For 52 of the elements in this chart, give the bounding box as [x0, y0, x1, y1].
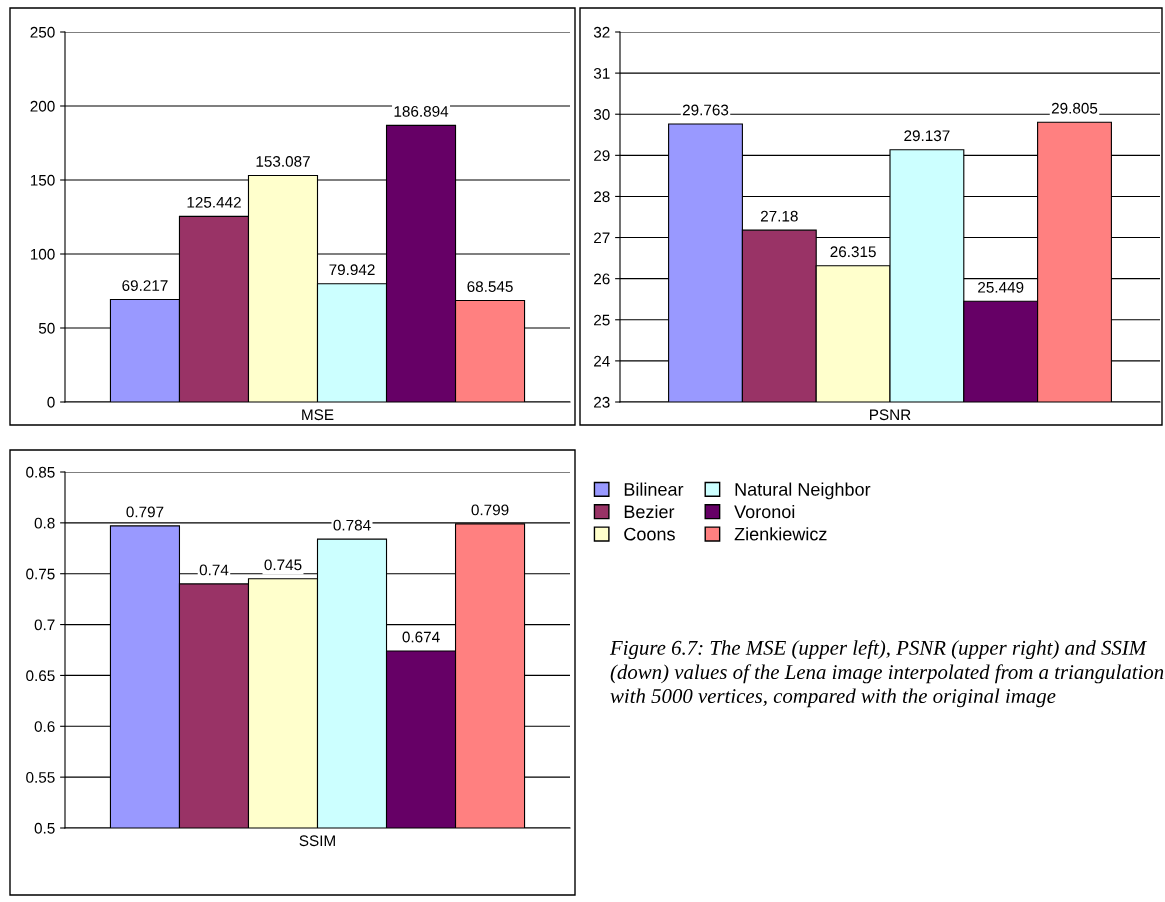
data-label: 27.18 — [760, 210, 798, 222]
data-label: 0.797 — [126, 506, 164, 518]
data-label: 0.674 — [402, 631, 440, 643]
data-label: 25.449 — [978, 281, 1024, 293]
data-label: 186.894 — [394, 106, 449, 117]
y-tick-label: 29 — [594, 150, 610, 162]
y-tick-label: 0.7 — [34, 619, 55, 631]
y-tick-label: 0.65 — [26, 670, 55, 682]
data-label: 26.315 — [830, 246, 876, 258]
y-tick-label: 0.55 — [26, 772, 55, 783]
data-label: 0.74 — [199, 564, 229, 576]
y-tick-label: 28 — [594, 191, 610, 203]
y-tick-label: 50 — [38, 322, 55, 334]
y-tick-label: 0.8 — [34, 517, 55, 529]
y-tick-label: 27 — [594, 232, 610, 244]
y-tick-label: 0.5 — [34, 822, 55, 834]
legend-label: Zienkiewicz — [734, 527, 827, 541]
data-label: 69.217 — [122, 280, 168, 291]
y-tick-label: 0.75 — [26, 568, 55, 580]
caption: Figure 6.7: The MSE (upper left), PSNR (upper right) and SSIM (down) values of the Lena image interpolated from a triangulation with 5000 vertices, compared with the original image — [609, 640, 1164, 708]
y-tick-label: 23 — [594, 396, 610, 408]
data-label: 153.087 — [256, 156, 310, 167]
y-tick-label: 26 — [594, 273, 610, 285]
x-tick-label: PSNR — [870, 409, 911, 421]
data-label: 29.137 — [904, 130, 950, 142]
legend-label: Natural Neighbor — [735, 482, 871, 500]
data-label: 29.763 — [682, 104, 729, 116]
data-label: 29.805 — [1051, 102, 1098, 114]
legend-label: Bezier — [624, 504, 675, 519]
y-tick-label: 32 — [593, 26, 610, 38]
y-tick-label: 200 — [30, 100, 55, 112]
x-tick-label: SSIM — [299, 835, 335, 847]
data-label: 0.745 — [264, 559, 302, 571]
data-label: 0.784 — [333, 519, 371, 531]
x-tick-label: MSE — [302, 409, 334, 421]
y-tick-label: 250 — [30, 26, 55, 38]
y-tick-label: 150 — [30, 174, 55, 186]
legend-label: Bilinear — [624, 482, 684, 496]
data-label: 79.942 — [329, 264, 375, 276]
data-label: 68.545 — [467, 281, 513, 292]
y-tick-label: 100 — [30, 248, 55, 260]
data-label: 125.442 — [187, 196, 241, 208]
y-tick-label: 30 — [593, 109, 610, 120]
y-tick-label: 0.6 — [34, 721, 55, 732]
y-tick-label: 25 — [594, 314, 610, 326]
y-tick-label: 31 — [593, 67, 610, 79]
y-tick-label: 0 — [47, 396, 55, 408]
data-label: 0.799 — [471, 504, 509, 516]
y-tick-label: 24 — [594, 355, 610, 367]
legend-label: Voronoi — [734, 504, 795, 519]
legend-label: Coons — [624, 527, 675, 541]
y-tick-label: 0.85 — [26, 466, 55, 478]
